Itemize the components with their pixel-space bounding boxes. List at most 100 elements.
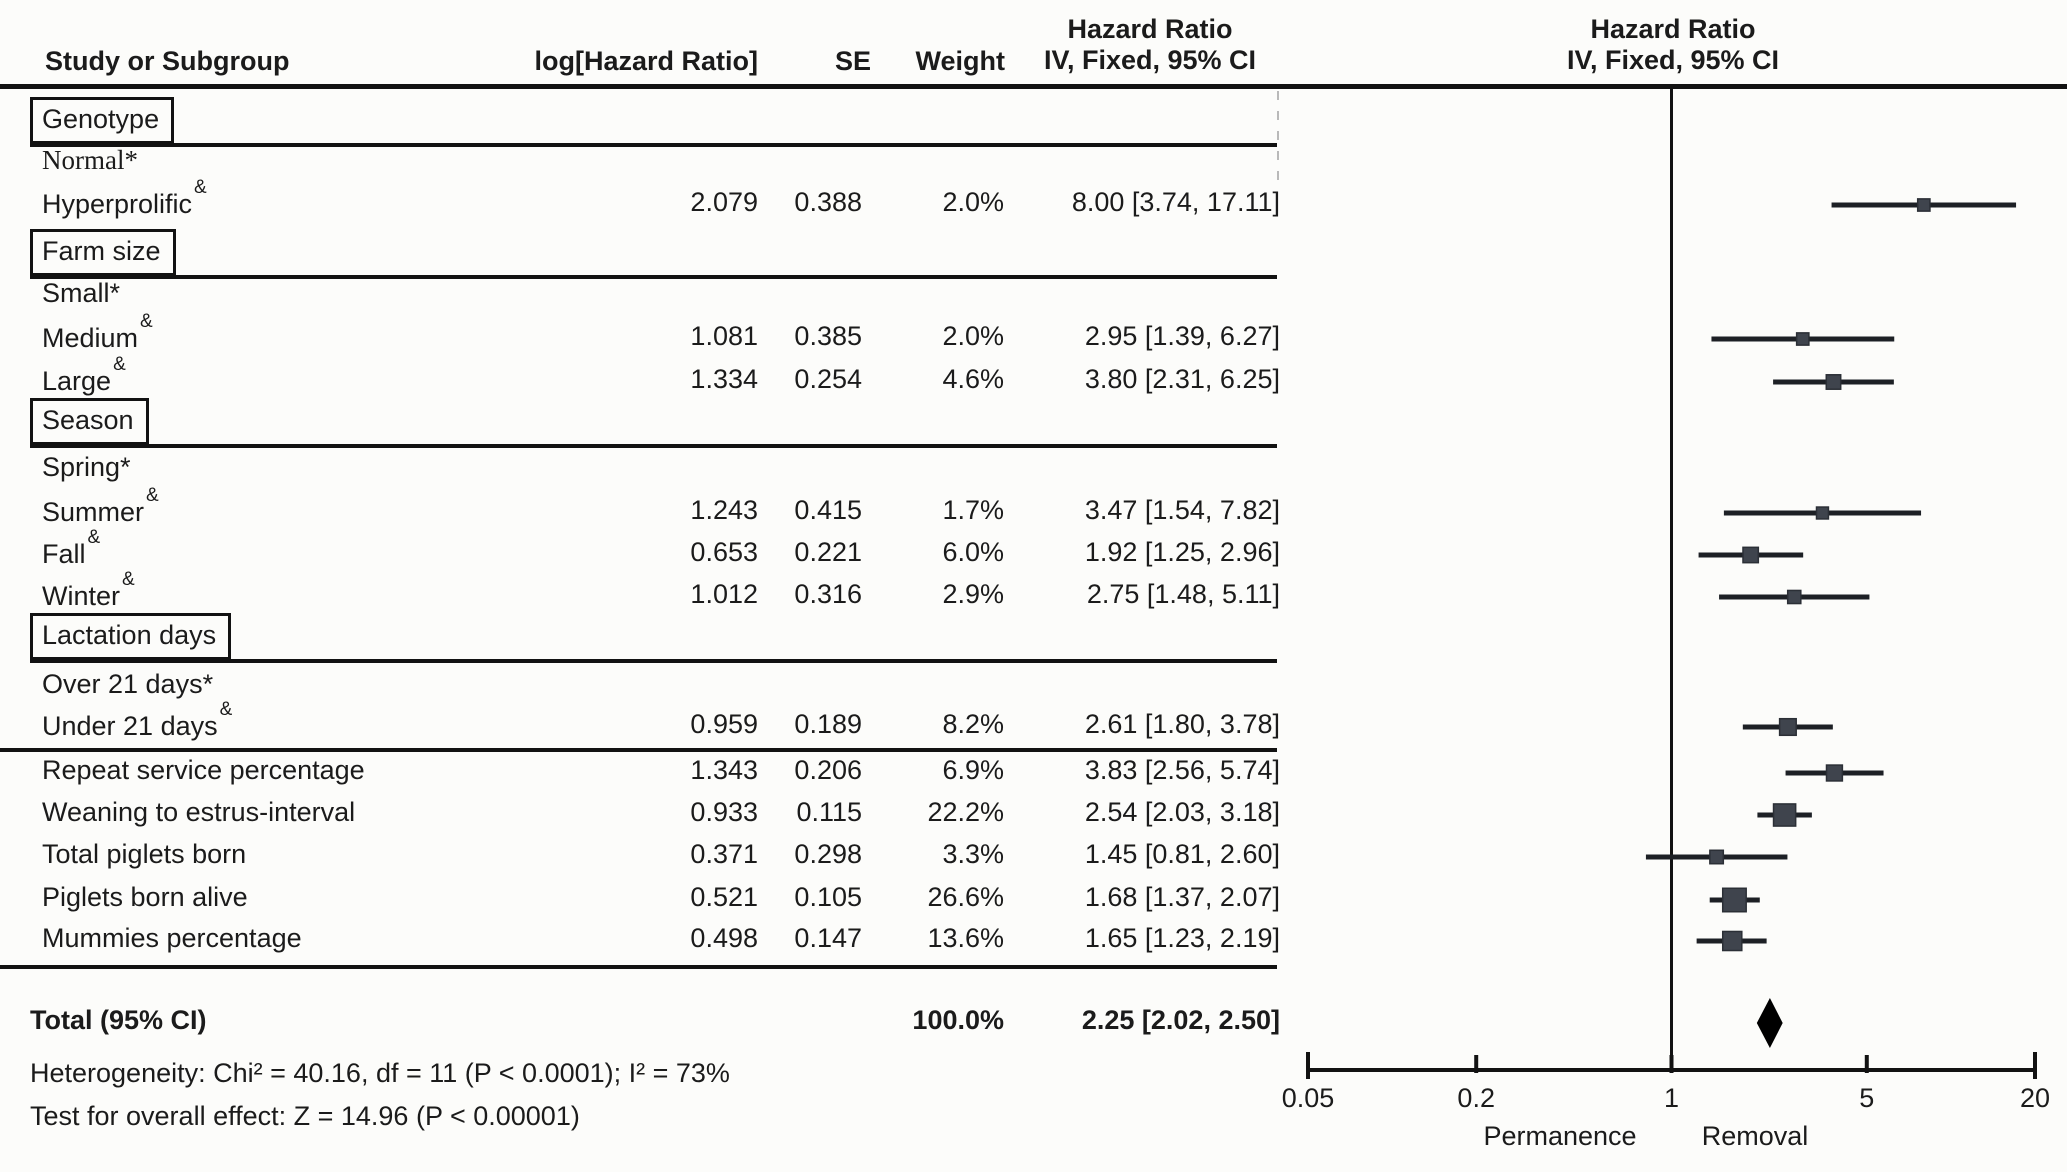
column-header-loghr: log[Hazard Ratio] [534,46,758,76]
weight-value: 4.6% [942,364,1004,394]
effect-square [1916,198,1931,212]
se-value: 0.385 [794,321,862,351]
ci-value: 2.54 [2.03, 3.18] [1084,797,1280,827]
study-label: Winter& [42,569,135,611]
study-label: Total piglets born [42,839,247,869]
x-axis-tick-label: 0.05 [1281,1083,1335,1113]
column-header-study: Study or Subgroup [45,46,290,76]
ci-value: 1.65 [1.23, 2.19] [1084,923,1280,953]
loghr-value: 0.933 [690,797,758,827]
study-label: Piglets born alive [42,882,248,912]
study-label: Over 21 days* [42,669,214,699]
se-value: 0.388 [794,187,862,217]
ci-value: 3.80 [2.31, 6.25] [1084,364,1280,394]
study-label: Fall& [42,527,101,569]
effect-square [1825,374,1842,390]
loghr-value: 1.012 [690,579,758,609]
study-label: Under 21 days& [42,699,233,741]
weight-value: 6.9% [942,755,1004,785]
section-divider [0,965,1277,969]
column-header-ci-line1: Hazard Ratio [1067,14,1233,44]
weight-value: 22.2% [927,797,1004,827]
weight-value: 26.6% [927,882,1004,912]
study-label: Repeat service percentage [42,755,365,785]
se-value: 0.147 [794,923,862,953]
header-rule [0,84,2067,89]
se-value: 0.206 [794,755,862,785]
ci-value: 2.61 [1.80, 3.78] [1084,709,1280,739]
subgroup-header-genotype: Genotype [30,97,175,144]
ci-value: 3.47 [1.54, 7.82] [1084,495,1280,525]
column-header-se: SE [834,46,871,76]
subgroup-header-farm-size: Farm size [30,229,176,276]
weight-value: 2.9% [942,579,1004,609]
loghr-value: 0.371 [690,839,758,869]
loghr-value: 0.653 [690,537,758,567]
weight-value: 2.0% [942,187,1004,217]
ci-value: 8.00 [3.74, 17.11] [1071,187,1280,217]
weight-value: 13.6% [927,923,1004,953]
loghr-value: 1.334 [690,364,758,394]
se-value: 0.105 [794,882,862,912]
axis-label-removal: Removal [1701,1121,1809,1151]
se-value: 0.298 [794,839,862,869]
x-axis-tick-label: 1 [1663,1083,1680,1113]
weight-value: 1.7% [942,495,1004,525]
effect-square [1721,887,1747,913]
se-value: 0.254 [794,364,862,394]
study-label: Normal* [42,145,138,175]
subgroup-underline [30,143,1277,147]
study-label: Small* [42,278,121,308]
subgroup-underline [30,659,1277,663]
ci-value: 2.75 [1.48, 5.11] [1086,579,1280,609]
effect-square [1721,930,1743,952]
x-axis-tick-label: 0.2 [1457,1083,1495,1113]
weight-value: 2.0% [942,321,1004,351]
subgroup-header-season: Season [30,398,149,445]
study-label: Medium& [42,311,153,353]
loghr-value: 0.521 [690,882,758,912]
column-header-ci-line2: IV, Fixed, 95% CI [1043,45,1257,75]
subgroup-underline [30,275,1277,279]
loghr-value: 1.343 [690,755,758,785]
heterogeneity-stats: Heterogeneity: Chi² = 40.16, df = 11 (P … [30,1058,730,1088]
effect-square [1795,332,1810,346]
study-label: Large& [42,354,126,396]
weight-value: 3.3% [942,839,1004,869]
study-label: Summer& [42,485,159,527]
x-axis-tick-label: 5 [1859,1083,1875,1113]
study-label: Mummies percentage [42,923,302,953]
column-header-ci: Hazard Ratio IV, Fixed, 95% CI [1010,14,1290,76]
study-label: Spring* [42,452,131,482]
overall-effect-stats: Test for overall effect: Z = 14.96 (P < … [30,1101,580,1131]
loghr-value: 0.959 [690,709,758,739]
se-value: 0.415 [794,495,862,525]
axis-label-permanence: Permanence [1483,1121,1637,1151]
effect-square [1815,506,1830,520]
se-value: 0.189 [794,709,862,739]
section-divider [0,748,1277,752]
effect-square [1742,546,1760,564]
total-row-label: Total (95% CI) [30,1005,207,1035]
ci-value: 2.95 [1.39, 6.27] [1084,321,1280,351]
column-header-weight: Weight [915,46,1006,76]
effect-square [1709,849,1725,865]
effect-square [1786,589,1802,605]
se-value: 0.115 [796,797,862,827]
subgroup-header-lactation-days: Lactation days [30,613,232,660]
plot-header: Hazard Ratio IV, Fixed, 95% CI [1473,14,1873,76]
ci-value: 3.83 [2.56, 5.74] [1084,755,1280,785]
total-diamond [1756,998,1783,1048]
ci-value: 1.45 [0.81, 2.60] [1084,839,1280,869]
loghr-value: 1.243 [690,495,758,525]
ci-value: 1.68 [1.37, 2.07] [1084,882,1280,912]
loghr-value: 0.498 [690,923,758,953]
plot-header-line1: Hazard Ratio [1590,14,1756,44]
plot-header-line2: IV, Fixed, 95% CI [1566,45,1780,75]
effect-square [1772,803,1797,827]
loghr-value: 2.079 [690,187,758,217]
ci-value: 1.92 [1.25, 2.96] [1084,537,1280,567]
loghr-value: 1.081 [690,321,758,351]
